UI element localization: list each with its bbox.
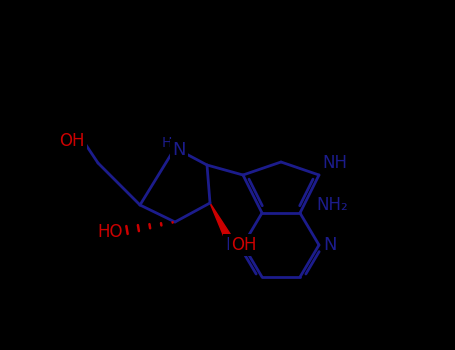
Text: N: N — [225, 236, 239, 254]
Text: HO: HO — [97, 223, 123, 241]
Text: N: N — [323, 236, 337, 254]
Text: H: H — [162, 136, 172, 150]
Text: N: N — [172, 141, 186, 159]
Text: NH: NH — [323, 154, 348, 172]
Text: OH: OH — [231, 236, 257, 254]
Text: OH: OH — [59, 132, 85, 150]
Polygon shape — [210, 203, 233, 243]
Text: NH₂: NH₂ — [316, 196, 348, 214]
